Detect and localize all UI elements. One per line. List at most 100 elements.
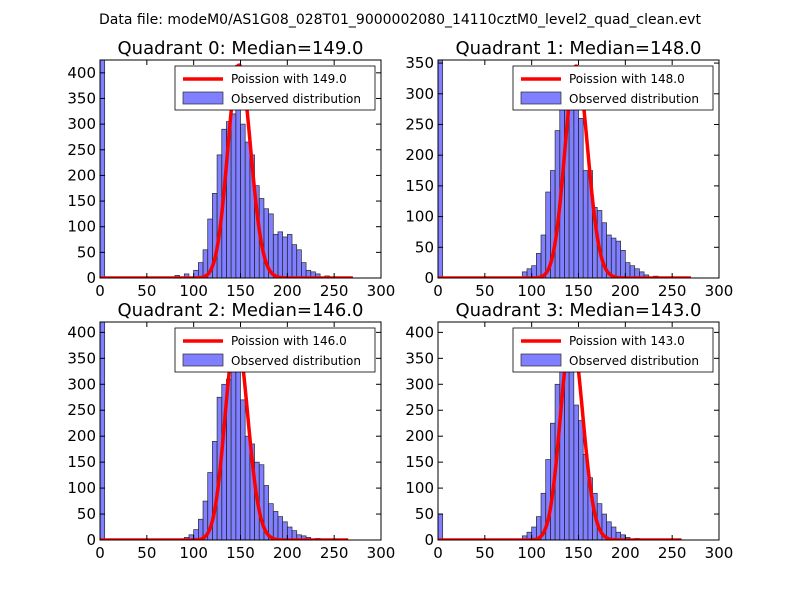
quadrant-3-xtick-1: 50 bbox=[475, 544, 494, 562]
quadrant-3-ytick-6: 300 bbox=[405, 375, 434, 393]
quadrant-0-panel: Quadrant 0: Median=149.0 0 50 100 150 200 250 3… bbox=[67, 38, 395, 300]
quadrant-1-ytick-5: 250 bbox=[405, 115, 434, 133]
quadrant-1-legend-observed: Observed distribution bbox=[569, 92, 699, 106]
quadrant-2-legend-poisson: Poission with 146.0 bbox=[231, 334, 347, 348]
quadrant-0-xtick-1: 50 bbox=[137, 282, 156, 300]
quadrant-0-bar-13 bbox=[240, 123, 246, 278]
quadrant-3-ytick-3: 150 bbox=[405, 453, 434, 471]
quadrant-1-xtick-5: 250 bbox=[658, 282, 687, 300]
quadrant-0-ytick-1: 50 bbox=[77, 243, 96, 261]
quadrant-1-bar-20 bbox=[610, 237, 617, 278]
quadrant-0-bar-0 bbox=[100, 60, 106, 278]
quadrant-0-ytick-0: 0 bbox=[86, 269, 96, 287]
quadrant-2-ytick-0: 0 bbox=[86, 531, 96, 549]
quadrant-1-xtick-4: 200 bbox=[611, 282, 640, 300]
quadrant-2-title: Quadrant 2: Median=146.0 bbox=[118, 300, 364, 321]
quadrant-0-title: Quadrant 0: Median=149.0 bbox=[118, 38, 364, 59]
quadrant-0-bar-25 bbox=[296, 249, 302, 278]
quadrant-2-xtick-5: 250 bbox=[320, 544, 349, 562]
quadrant-1-bar-4 bbox=[535, 253, 542, 278]
quadrant-3-xtick-2: 100 bbox=[517, 544, 546, 562]
quadrant-3-legend: Poission with 143.0 Observed distribution bbox=[512, 327, 714, 373]
quadrant-0-xtick-5: 250 bbox=[320, 282, 349, 300]
quadrant-1-bar-23 bbox=[624, 262, 631, 278]
quadrant-3-xtick-3: 150 bbox=[564, 544, 593, 562]
quadrant-1-legend-poisson: Poission with 148.0 bbox=[569, 72, 685, 86]
quadrant-1-legend: Poission with 148.0 Observed distribution bbox=[512, 65, 714, 111]
quadrant-0-ytick-2: 100 bbox=[67, 218, 96, 236]
quadrant-3-xtick-5: 250 bbox=[658, 544, 687, 562]
quadrant-0-bar-23 bbox=[286, 234, 293, 278]
quadrant-1-xtick-1: 50 bbox=[475, 282, 494, 300]
quadrant-0-ytick-6: 300 bbox=[67, 115, 96, 133]
quadrant-2-ytick-5: 250 bbox=[67, 401, 96, 419]
quadrant-2-ytick-8: 400 bbox=[67, 323, 96, 341]
quadrant-2-xtick-4: 200 bbox=[273, 544, 302, 562]
quadrant-0-legend-observed: Observed distribution bbox=[231, 92, 361, 106]
quadrant-0-xtick-6: 300 bbox=[367, 282, 396, 300]
quadrant-0-ytick-7: 350 bbox=[67, 89, 96, 107]
quadrant-3-bar-0 bbox=[438, 513, 444, 540]
quadrant-1-bar-14 bbox=[582, 170, 589, 278]
quadrant-0-legend-bar-swatch bbox=[182, 91, 224, 105]
quadrant-3-xtick-6: 300 bbox=[705, 544, 734, 562]
quadrant-3-ytick-7: 350 bbox=[405, 349, 434, 367]
quadrant-1-title: Quadrant 1: Median=148.0 bbox=[456, 38, 702, 59]
quadrant-2-xtick-6: 300 bbox=[367, 544, 396, 562]
quadrant-0-legend: Poission with 149.0 Observed distribution bbox=[174, 65, 376, 111]
quadrant-1-panel: Quadrant 1: Median=148.0 0 50 100 150 200 250 3… bbox=[405, 38, 733, 300]
quadrant-2-bar-0 bbox=[100, 322, 106, 540]
quadrant-2-legend: Poission with 146.0 Observed distribution bbox=[174, 327, 376, 373]
quadrant-0-ytick-5: 250 bbox=[67, 141, 96, 159]
quadrant-3-ytick-2: 100 bbox=[405, 479, 434, 497]
quadrant-1-bar-21 bbox=[615, 240, 622, 278]
quadrant-2-ytick-6: 300 bbox=[67, 375, 96, 393]
quadrant-1-legend-bar-swatch bbox=[520, 91, 562, 105]
quadrant-1-poisson-curve bbox=[438, 64, 692, 278]
quadrant-0-xtick-3: 150 bbox=[226, 282, 255, 300]
quadrant-3-bar-11 bbox=[568, 365, 575, 540]
quadrant-0-poisson-curve bbox=[100, 63, 354, 278]
quadrant-2-bar-20 bbox=[272, 511, 279, 540]
quadrant-0-bar-2 bbox=[183, 273, 190, 278]
quadrant-3-legend-observed: Observed distribution bbox=[569, 354, 699, 368]
quadrant-2-bar-14 bbox=[244, 435, 251, 540]
quadrant-1-bar-0 bbox=[438, 60, 444, 278]
quadrant-2-ytick-1: 50 bbox=[77, 505, 96, 523]
quadrant-0-ytick-4: 200 bbox=[67, 166, 96, 184]
quadrant-2-bar-13 bbox=[240, 399, 246, 540]
quadrant-2-xtick-1: 50 bbox=[137, 544, 156, 562]
quadrant-0-legend-poisson: Poission with 149.0 bbox=[231, 72, 347, 86]
quadrant-2-poisson-curve bbox=[100, 333, 350, 540]
quadrant-1-xtick-2: 100 bbox=[517, 282, 546, 300]
quadrant-1-ytick-7: 350 bbox=[405, 54, 434, 72]
quadrant-1-ytick-1: 50 bbox=[415, 238, 434, 256]
quadrant-2-xtick-0: 0 bbox=[95, 544, 105, 562]
quadrant-3-ytick-0: 0 bbox=[424, 531, 434, 549]
quadrant-1-xtick-3: 150 bbox=[564, 282, 593, 300]
quadrant-1-bar-13 bbox=[578, 117, 584, 278]
quadrant-3-legend-poisson: Poission with 143.0 bbox=[569, 334, 685, 348]
quadrant-0-xtick-4: 200 bbox=[273, 282, 302, 300]
quadrant-3-ytick-5: 250 bbox=[405, 401, 434, 419]
quadrant-2-bar-21 bbox=[277, 516, 284, 540]
quadrant-1-ytick-2: 100 bbox=[405, 208, 434, 226]
quadrant-1-xtick-0: 0 bbox=[433, 282, 443, 300]
quadrant-0-bar-22 bbox=[282, 236, 288, 278]
quadrant-3-bar-12 bbox=[573, 404, 579, 540]
quadrant-1-ytick-6: 300 bbox=[405, 85, 434, 103]
quadrant-0-bar-29 bbox=[315, 273, 321, 278]
quadrant-2-bar-22 bbox=[282, 521, 288, 540]
quadrant-3-ytick-8: 400 bbox=[405, 323, 434, 341]
quadrant-2-legend-bar-swatch bbox=[182, 353, 224, 367]
quadrant-1-ytick-3: 150 bbox=[405, 177, 434, 195]
quadrant-1-xtick-6: 300 bbox=[705, 282, 734, 300]
quadrant-0-xtick-2: 100 bbox=[179, 282, 208, 300]
quadrant-3-ytick-4: 200 bbox=[405, 427, 434, 445]
quadrant-3-ytick-1: 50 bbox=[415, 505, 434, 523]
quadrant-0-ytick-3: 150 bbox=[67, 192, 96, 210]
quadrant-3-title: Quadrant 3: Median=143.0 bbox=[456, 300, 702, 321]
quadrant-2-ytick-3: 150 bbox=[67, 453, 96, 471]
quadrant-1-bar-24 bbox=[629, 265, 636, 278]
quadrant-2-ytick-2: 100 bbox=[67, 479, 96, 497]
